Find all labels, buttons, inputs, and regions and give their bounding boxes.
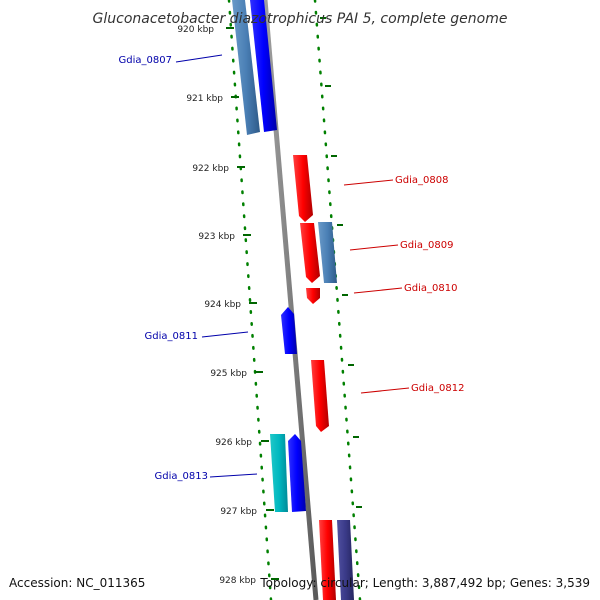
gene-gdia-0808-arrow[interactable] xyxy=(293,155,313,222)
gene-gdia-0812-arrow[interactable] xyxy=(311,360,329,432)
summary-text: Topology: circular; Length: 3,887,492 bp… xyxy=(259,576,590,590)
gene-gdia-0813-block[interactable] xyxy=(270,434,288,512)
gene-leader-line xyxy=(201,331,249,338)
forward-strand-guide xyxy=(313,0,362,600)
gene-leader-line xyxy=(349,244,399,251)
tick-label: 926 kbp xyxy=(215,438,252,448)
tick-label: 927 kbp xyxy=(220,507,257,517)
map-title: Gluconacetobacter diazotrophicus PAI 5, … xyxy=(93,11,508,27)
gene-label-gdia-0811[interactable]: Gdia_0811 xyxy=(145,331,198,342)
reverse-strand-guide xyxy=(227,0,273,600)
tick-label: 925 kbp xyxy=(210,369,247,379)
tick-label: 921 kbp xyxy=(186,94,223,104)
gene-navy-bottom[interactable] xyxy=(337,520,354,600)
gene-label-gdia-0808[interactable]: Gdia_0808 xyxy=(395,175,448,186)
gene-leader-line xyxy=(343,179,394,186)
gene-gdia-0809-arrow[interactable] xyxy=(300,223,320,283)
tick-marks xyxy=(226,17,362,580)
gene-red-bottom[interactable] xyxy=(319,520,336,600)
tick-label: 928 kbp xyxy=(219,576,256,586)
gene-leader-line xyxy=(360,387,410,394)
accession-text: Accession: NC_011365 xyxy=(9,576,145,590)
tick-label: 924 kbp xyxy=(204,300,241,310)
gene-label-gdia-0813[interactable]: Gdia_0813 xyxy=(155,471,208,482)
tick-label: 920 kbp xyxy=(177,25,214,35)
tick-label: 922 kbp xyxy=(192,164,229,174)
gene-gdia-0811-arrow[interactable] xyxy=(281,307,297,354)
gene-gdia-0807-block[interactable] xyxy=(232,0,260,135)
gene-label-gdia-0809[interactable]: Gdia_0809 xyxy=(400,240,453,251)
gene-label-gdia-0812[interactable]: Gdia_0812 xyxy=(411,383,464,394)
gene-label-gdia-0810[interactable]: Gdia_0810 xyxy=(404,283,457,294)
gene-leader-line xyxy=(209,473,258,478)
gene-gdia-0810-arrow[interactable] xyxy=(306,288,320,304)
gene-label-gdia-0807[interactable]: Gdia_0807 xyxy=(119,55,172,66)
gene-gdia-0807-arrow[interactable] xyxy=(250,0,277,132)
gene-gdia-0813-arrow[interactable] xyxy=(288,434,306,512)
gene-leader-line xyxy=(353,287,403,294)
gene-leader-line xyxy=(175,54,223,63)
gene-gdia-0809-block[interactable] xyxy=(318,222,337,283)
tick-label: 923 kbp xyxy=(198,232,235,242)
